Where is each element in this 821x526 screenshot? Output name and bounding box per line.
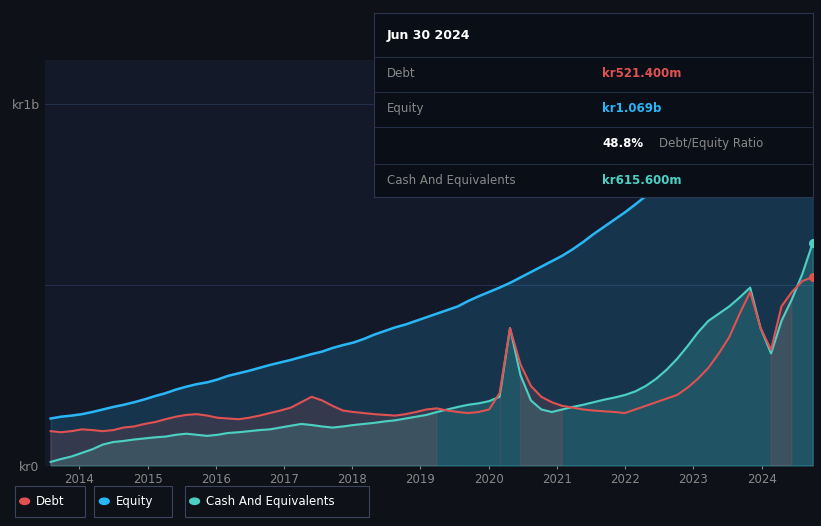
Point: [806, 239, 819, 247]
Text: Cash And Equivalents: Cash And Equivalents: [206, 495, 335, 508]
Text: Equity: Equity: [116, 495, 154, 508]
Text: 48.8%: 48.8%: [602, 137, 643, 150]
Text: Cash And Equivalents: Cash And Equivalents: [387, 174, 516, 187]
Text: Debt: Debt: [387, 67, 415, 80]
Point: [806, 75, 819, 83]
Text: kr615.600m: kr615.600m: [602, 174, 681, 187]
Text: kr1.069b: kr1.069b: [602, 103, 662, 115]
Point: [806, 273, 819, 281]
Text: Debt: Debt: [36, 495, 65, 508]
Text: kr521.400m: kr521.400m: [602, 67, 681, 80]
Text: Debt/Equity Ratio: Debt/Equity Ratio: [659, 137, 764, 150]
Text: Jun 30 2024: Jun 30 2024: [387, 29, 470, 42]
Text: Equity: Equity: [387, 103, 424, 115]
